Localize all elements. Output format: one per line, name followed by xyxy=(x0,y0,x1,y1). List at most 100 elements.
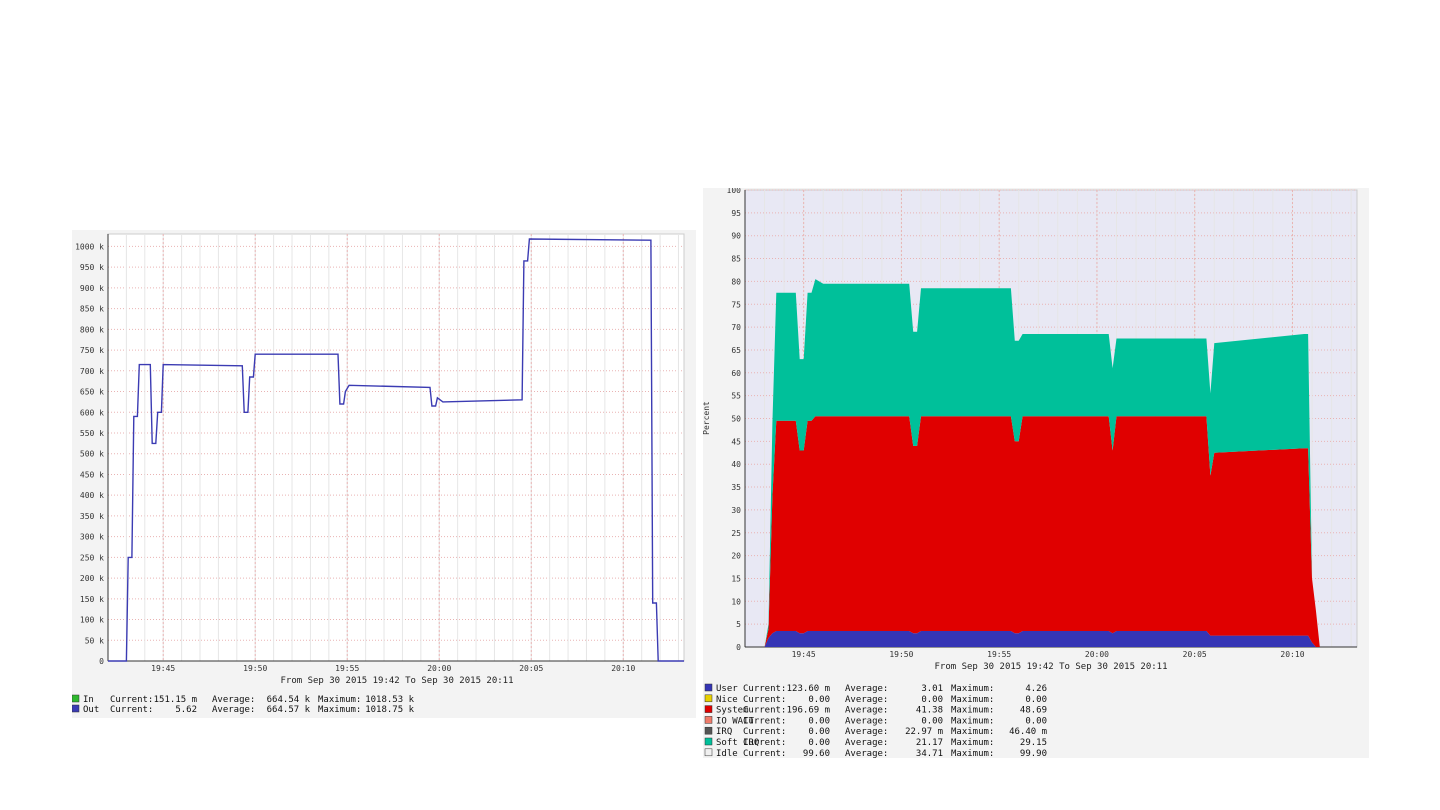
net-y-tick-label: 500 k xyxy=(80,450,104,459)
cpu-legend: User Current: 123.60 m Average: 3.01 Maximum:… xyxy=(704,683,1047,759)
legend-swatch-nice xyxy=(704,694,713,703)
legend-text: Average: xyxy=(212,705,255,715)
legend-text: In xyxy=(83,695,94,705)
cpu-y-tick-label: 70 xyxy=(731,323,741,332)
cpu-x-tick-label: 19:55 xyxy=(987,650,1011,659)
cpu-usage-chart-panel: 0 5 10 15 20 25 30 35 40 45 50 55 60 65 70 75 80 85 90 95 10… xyxy=(702,186,1369,759)
legend-swatch-in xyxy=(71,694,80,703)
legend-text: 664.57 k xyxy=(267,705,311,715)
legend-text: 0.00 xyxy=(921,716,943,726)
cpu-y-tick-label: 55 xyxy=(731,392,741,401)
cpu-y-tick-label: 60 xyxy=(731,369,741,378)
net-y-tick-label: 750 k xyxy=(80,346,104,355)
cpu-area-soft-irq xyxy=(745,279,1332,647)
cpu-y-tick-label: 0 xyxy=(736,643,741,652)
cpu-y-tick-label: 100 xyxy=(727,188,742,195)
net-y-tick-label: 200 k xyxy=(80,574,104,583)
cpu-series xyxy=(745,279,1332,647)
net-y-tick-label: 50 k xyxy=(85,636,104,645)
legend-text: Current: xyxy=(743,716,786,726)
legend-swatch-system xyxy=(704,705,713,713)
legend-text: Average: xyxy=(845,684,888,694)
legend-text: Maximum: xyxy=(951,706,994,716)
cpu-y-tick-label: 40 xyxy=(731,460,741,469)
net-plot-area xyxy=(107,233,685,662)
legend-text: Average: xyxy=(845,738,888,748)
legend-text: Maximum: xyxy=(951,684,994,694)
legend-text: Current: xyxy=(743,738,786,748)
legend-text: 3.01 xyxy=(921,684,943,694)
cpu-area-system xyxy=(745,416,1332,647)
legend-text: 0.00 xyxy=(808,695,830,705)
legend-text: 0.00 xyxy=(1025,695,1047,705)
net-x-ticks: 19:45 19:50 19:55 20:00 20:05 20:10 xyxy=(151,664,635,673)
net-y-tick-label: 450 k xyxy=(80,470,104,479)
net-y-tick-label: 0 xyxy=(99,657,104,666)
net-series xyxy=(108,238,684,662)
legend-text: Current: xyxy=(743,727,786,737)
cpu-x-tick-label: 20:05 xyxy=(1183,650,1207,659)
legend-text: 46.40 m xyxy=(1009,727,1047,737)
net-y-tick-label: 900 k xyxy=(80,284,104,293)
cpu-x-tick-label: 20:10 xyxy=(1280,650,1304,659)
legend-text: 41.38 xyxy=(916,706,943,716)
net-y-tick-label: 800 k xyxy=(80,325,104,334)
legend-text: Nice xyxy=(716,695,738,705)
net-caption: From Sep 30 2015 19:42 To Sep 30 2015 20… xyxy=(281,676,514,686)
cpu-area-user xyxy=(745,631,1332,647)
legend-text: Maximum: xyxy=(951,727,994,737)
legend-text: User xyxy=(716,684,738,694)
net-y-tick-label: 250 k xyxy=(80,553,104,562)
cpu-y-tick-label: 35 xyxy=(731,483,741,492)
cpu-y-tick-label: 90 xyxy=(731,232,741,241)
legend-swatch-irq xyxy=(704,726,713,735)
legend-text: 0.00 xyxy=(808,727,830,737)
cpu-y-tick-label: 15 xyxy=(731,574,741,583)
net-grid xyxy=(107,234,684,662)
cpu-y-tick-label: 85 xyxy=(731,255,741,264)
legend-text: Idle xyxy=(716,749,738,758)
legend-text: Maximum: xyxy=(318,695,361,705)
legend-text: 123.60 m xyxy=(787,684,830,694)
cpu-usage-chart: 0 5 10 15 20 25 30 35 40 45 50 55 60 65 70 75 80 85 90 95 10… xyxy=(702,186,1358,759)
legend-text: 0.00 xyxy=(808,716,830,726)
legend-text: 99.90 xyxy=(1020,749,1047,758)
legend-text: Current: xyxy=(743,706,786,716)
legend-swatch-user xyxy=(704,683,713,692)
net-x-tick-label: 20:05 xyxy=(519,664,543,673)
cpu-y-tick-label: 30 xyxy=(731,506,741,515)
legend-text: Soft IRQ xyxy=(716,738,759,748)
legend-text: 0.00 xyxy=(1025,716,1047,726)
legend-text: 99.60 xyxy=(803,749,830,758)
net-series-line-out xyxy=(108,238,684,662)
legend-text: Maximum: xyxy=(951,716,994,726)
legend-text: 48.69 xyxy=(1020,706,1047,716)
cpu-y-tick-label: 5 xyxy=(736,620,741,629)
legend-swatch-out xyxy=(71,704,80,713)
net-y-tick-label: 850 k xyxy=(80,305,104,314)
cpu-y-ticks: 0 5 10 15 20 25 30 35 40 45 50 55 60 65 70 75 80 85 90 95 10… xyxy=(727,186,742,652)
legend-text: Average: xyxy=(845,727,888,737)
net-x-tick-label: 19:50 xyxy=(243,664,267,673)
legend-text: Average: xyxy=(845,706,888,716)
cpu-y-tick-label: 50 xyxy=(731,415,741,424)
legend-text: Current: xyxy=(743,749,786,758)
legend-text: 151.15 m xyxy=(154,695,197,705)
net-y-tick-label: 150 k xyxy=(80,595,104,604)
cpu-x-tick-label: 19:50 xyxy=(889,650,913,659)
legend-text: System xyxy=(716,706,749,716)
cpu-x-tick-label: 20:00 xyxy=(1085,650,1109,659)
net-x-tick-label: 20:10 xyxy=(611,664,635,673)
net-y-tick-label: 100 k xyxy=(80,616,104,625)
legend-text: 1018.53 k xyxy=(365,695,414,705)
legend-text: 0.00 xyxy=(808,738,830,748)
cpu-y-tick-label: 65 xyxy=(731,346,741,355)
cpu-y-tick-label: 75 xyxy=(731,300,741,309)
cpu-x-tick-label: 19:45 xyxy=(792,650,816,659)
net-y-tick-label: 950 k xyxy=(80,263,104,272)
legend-text: Current: xyxy=(110,695,153,705)
cpu-caption: From Sep 30 2015 19:42 To Sep 30 2015 20… xyxy=(935,662,1168,672)
cpu-y-tick-label: 95 xyxy=(731,209,741,218)
legend-swatch-idle xyxy=(704,748,713,757)
net-x-tick-label: 19:45 xyxy=(151,664,175,673)
